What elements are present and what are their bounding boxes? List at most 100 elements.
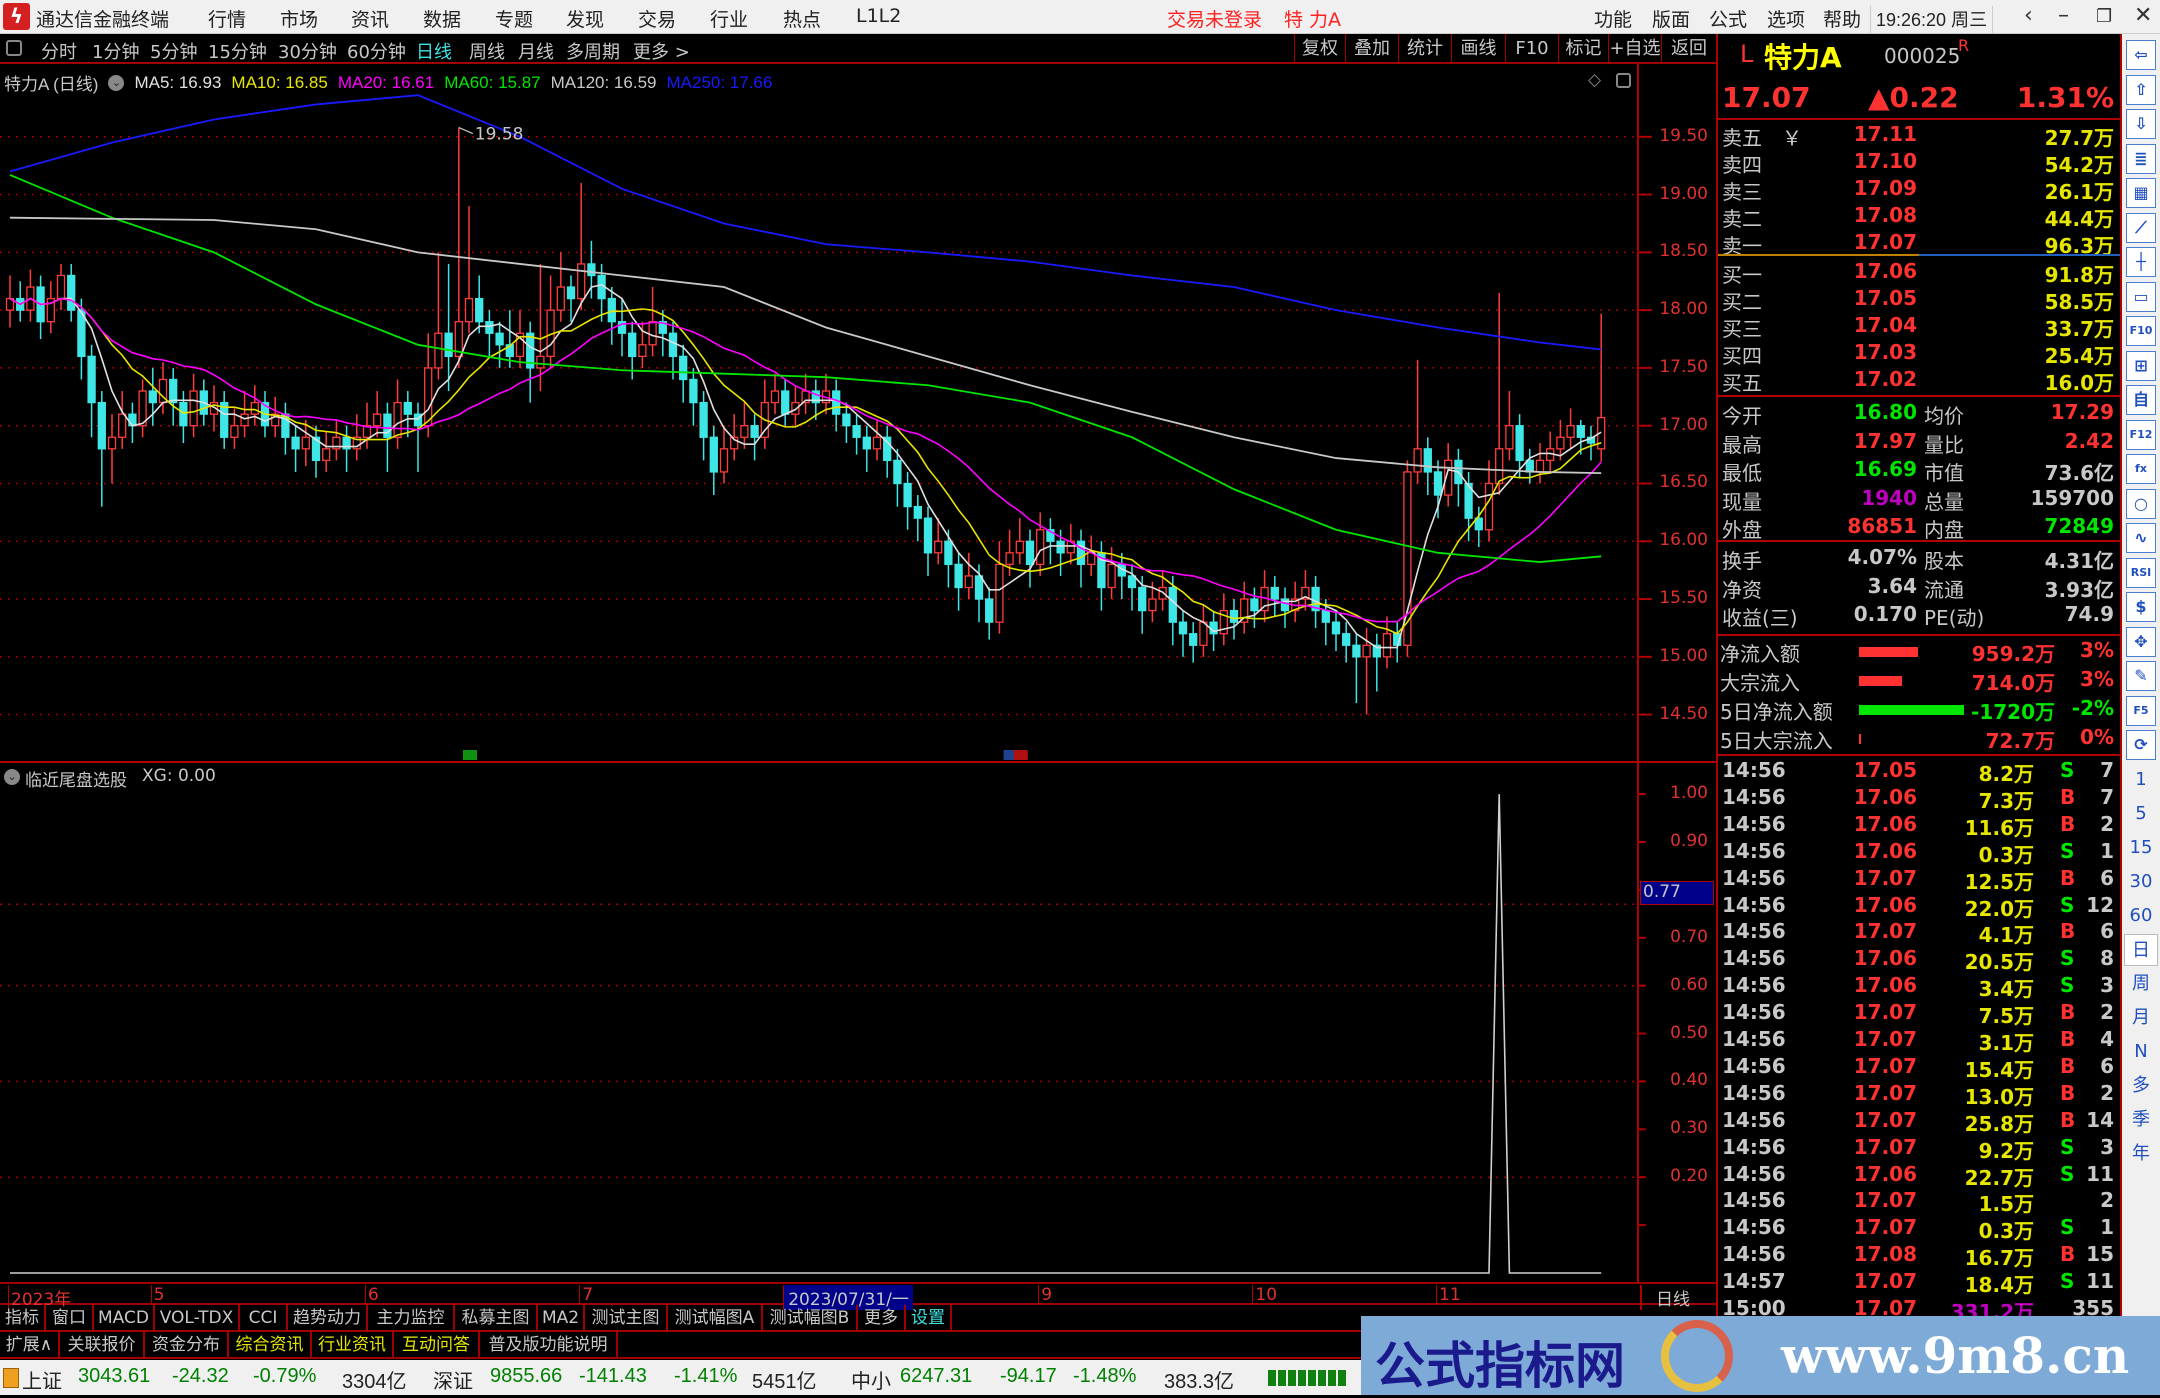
panel-layout-icon[interactable]: [1616, 73, 1631, 88]
candle[interactable]: [1444, 443, 1453, 507]
candle[interactable]: [1342, 622, 1351, 663]
period-multi[interactable]: 多周期: [566, 42, 620, 63]
candle[interactable]: [1270, 575, 1279, 617]
candle[interactable]: [1556, 419, 1565, 461]
candle[interactable]: [781, 379, 790, 426]
candle[interactable]: [250, 385, 259, 426]
strip-period-0[interactable]: 1: [2135, 768, 2147, 790]
strip-period-10[interactable]: 季: [2132, 1108, 2150, 1130]
candle[interactable]: [1403, 460, 1412, 657]
candle[interactable]: [454, 127, 463, 368]
candle[interactable]: [301, 419, 310, 467]
strip-period-4[interactable]: 60: [2129, 904, 2153, 926]
candle[interactable]: [658, 310, 667, 357]
candle[interactable]: [1178, 610, 1188, 657]
draw-line-button[interactable]: 画线: [1451, 34, 1505, 64]
wave-icon[interactable]: ∿: [2126, 523, 2156, 553]
candle[interactable]: [1229, 599, 1239, 640]
info-tab-3[interactable]: 综合资讯: [229, 1332, 312, 1358]
candle[interactable]: [495, 321, 504, 368]
candle[interactable]: [1189, 622, 1198, 663]
minimize-icon[interactable]: –: [2058, 3, 2069, 28]
candle[interactable]: [1413, 359, 1422, 484]
candle[interactable]: [1454, 448, 1463, 507]
candle[interactable]: [617, 298, 627, 357]
menu-gongshi[interactable]: 公式: [1709, 9, 1748, 31]
tab-7[interactable]: 私募主图: [455, 1305, 538, 1331]
candle[interactable]: [1535, 443, 1545, 484]
candle[interactable]: [383, 402, 392, 472]
candle[interactable]: [56, 263, 66, 311]
candle[interactable]: [1433, 460, 1443, 519]
tab-3[interactable]: VOL-TDX: [155, 1305, 240, 1331]
table-icon[interactable]: ▦: [2126, 178, 2156, 208]
sh-label[interactable]: 上证: [22, 1371, 62, 1393]
candle[interactable]: [1495, 292, 1504, 496]
tab-12[interactable]: 更多: [858, 1305, 906, 1331]
candle[interactable]: [138, 379, 147, 438]
candle[interactable]: [230, 408, 239, 449]
sz-label[interactable]: 深证: [433, 1371, 473, 1393]
candle[interactable]: [220, 391, 229, 449]
candle[interactable]: [485, 310, 494, 357]
candle[interactable]: [689, 367, 698, 426]
tab-8[interactable]: MA2: [538, 1305, 585, 1331]
strip-period-8[interactable]: N: [2134, 1040, 2148, 1062]
menu-jiaoyi[interactable]: 交易: [638, 9, 677, 31]
candle[interactable]: [311, 425, 321, 478]
candle[interactable]: [760, 379, 769, 449]
info-tab-1[interactable]: 关联报价: [60, 1332, 145, 1358]
candle[interactable]: [668, 321, 678, 380]
candle[interactable]: [1046, 518, 1055, 565]
return-button[interactable]: 返回: [1661, 34, 1716, 64]
candle[interactable]: [536, 263, 545, 392]
f12-icon[interactable]: F12: [2126, 419, 2156, 450]
candle[interactable]: [1076, 529, 1086, 588]
candle[interactable]: [556, 252, 565, 322]
candle[interactable]: [1036, 512, 1045, 576]
candle[interactable]: [342, 425, 351, 472]
candle[interactable]: [475, 275, 484, 334]
menu-shuju[interactable]: 数据: [423, 9, 462, 31]
candle[interactable]: [189, 373, 198, 438]
mark-button[interactable]: 标记: [1558, 34, 1608, 64]
candle[interactable]: [679, 344, 688, 403]
menu-shichang[interactable]: 市场: [280, 9, 319, 31]
candle[interactable]: [1148, 581, 1157, 623]
candle[interactable]: [1423, 437, 1432, 496]
period-more[interactable]: 更多 >: [633, 42, 690, 63]
info-tab-0[interactable]: 扩展∧: [0, 1332, 60, 1358]
kline-chart[interactable]: 19.58: [0, 0, 1716, 1282]
period-5min[interactable]: 5分钟: [150, 42, 198, 63]
tab-9[interactable]: 测试主图: [585, 1305, 668, 1331]
candle[interactable]: [913, 495, 922, 542]
move-icon[interactable]: ✥: [2126, 626, 2156, 657]
candle[interactable]: [821, 373, 831, 415]
candle[interactable]: [1158, 570, 1167, 611]
candle[interactable]: [1250, 587, 1259, 628]
candle[interactable]: [1515, 414, 1524, 478]
info-tab-5[interactable]: 互动问答: [394, 1332, 480, 1358]
menu-xuanxiang[interactable]: 选项: [1767, 9, 1806, 31]
menu-zixun[interactable]: 资讯: [351, 9, 390, 31]
candle[interactable]: [1005, 529, 1014, 576]
tab-10[interactable]: 测试幅图A: [668, 1305, 763, 1331]
candle[interactable]: [862, 425, 871, 472]
candle[interactable]: [923, 506, 933, 576]
candle[interactable]: [1352, 633, 1361, 704]
menu-hangqing[interactable]: 行情: [208, 9, 247, 31]
candle[interactable]: [638, 321, 647, 368]
candle[interactable]: [903, 471, 912, 530]
tree-icon[interactable]: ⊞: [2126, 350, 2156, 381]
candle[interactable]: [1393, 622, 1402, 663]
candle[interactable]: [169, 367, 178, 426]
strip-period-5[interactable]: 日: [2124, 933, 2158, 966]
candle[interactable]: [393, 379, 402, 449]
candle[interactable]: [842, 402, 851, 444]
tab-6[interactable]: 主力监控: [368, 1305, 455, 1331]
candle[interactable]: [434, 252, 443, 380]
candle[interactable]: [811, 379, 820, 420]
candle[interactable]: [566, 275, 576, 322]
candle[interactable]: [750, 414, 759, 461]
strip-period-7[interactable]: 月: [2132, 1006, 2150, 1028]
